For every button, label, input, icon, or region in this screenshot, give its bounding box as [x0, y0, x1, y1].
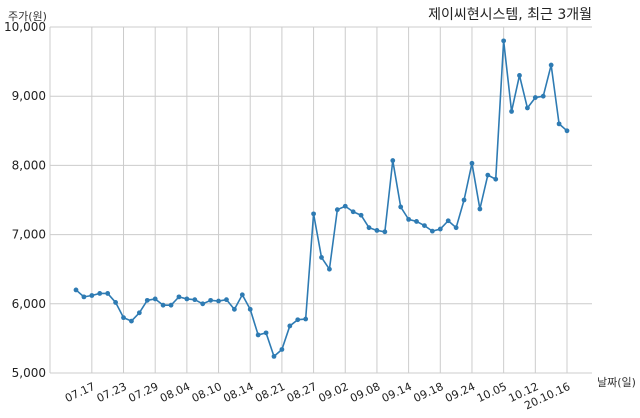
data-point — [525, 105, 530, 111]
data-point — [216, 298, 221, 304]
data-point — [429, 228, 435, 234]
data-point — [453, 225, 459, 231]
series-layer — [73, 38, 570, 359]
data-point — [113, 300, 118, 305]
data-point — [160, 302, 166, 308]
data-point — [73, 287, 79, 293]
x-tick-label: 09.14 — [380, 380, 414, 405]
data-point — [184, 296, 190, 302]
x-tick-label: 08.10 — [190, 380, 224, 405]
data-point — [176, 294, 182, 300]
data-point — [192, 297, 198, 303]
data-point — [81, 294, 87, 300]
x-tick-label: 09.18 — [412, 380, 446, 405]
data-point — [255, 332, 261, 338]
data-point — [493, 176, 499, 182]
data-point — [105, 291, 111, 296]
data-point — [263, 330, 269, 336]
y-tick-label: 7,000 — [12, 228, 46, 242]
series-line — [75, 40, 568, 358]
data-point — [144, 297, 150, 303]
data-point — [556, 121, 562, 127]
x-tick-label: 10.05 — [475, 380, 509, 405]
x-tick-label: 08.04 — [158, 380, 192, 405]
y-tick-label: 8,000 — [12, 158, 46, 172]
data-point — [517, 73, 522, 78]
data-point — [469, 160, 475, 166]
data-point — [398, 204, 404, 210]
x-tick-label: 08.21 — [253, 380, 287, 405]
data-point — [97, 291, 103, 296]
data-point — [406, 216, 412, 222]
data-point — [271, 353, 277, 359]
data-point — [89, 293, 95, 298]
data-point — [168, 302, 174, 308]
x-tick-label: 08.14 — [221, 380, 255, 405]
data-point — [358, 212, 364, 218]
data-point — [564, 128, 570, 134]
data-point — [342, 203, 348, 209]
data-point — [121, 315, 126, 321]
y-tick-label: 5,000 — [12, 366, 46, 380]
data-point — [327, 266, 332, 272]
y-axis-unit-label: 주가(원) — [8, 10, 47, 23]
data-point — [390, 158, 396, 163]
data-point — [532, 95, 538, 100]
axis-layer: 5,0006,0007,0008,0009,00010,00007.1707.2… — [4, 20, 572, 412]
data-point — [350, 209, 356, 215]
data-point — [231, 306, 237, 312]
data-point — [461, 197, 467, 203]
data-point — [295, 317, 301, 323]
x-tick-label: 07.17 — [63, 380, 97, 405]
x-tick-label: 08.27 — [285, 380, 319, 405]
x-tick-label: 07.23 — [95, 380, 129, 405]
data-point — [200, 301, 206, 307]
x-tick-label: 09.08 — [348, 380, 382, 405]
data-point — [382, 229, 388, 235]
data-point — [136, 310, 142, 316]
data-point — [208, 297, 214, 303]
grid-layer — [49, 26, 592, 374]
data-point — [374, 228, 380, 233]
x-axis-unit-label: 날짜(일) — [597, 375, 636, 389]
x-tick-label: 09.02 — [316, 380, 350, 405]
data-point — [334, 207, 340, 213]
data-point — [303, 316, 309, 322]
data-point — [224, 297, 229, 303]
data-point — [445, 218, 451, 224]
data-point — [287, 323, 293, 329]
data-point — [152, 296, 158, 302]
data-point — [311, 211, 316, 217]
chart-title: 제이씨현시스템, 최근 3개월 — [428, 7, 592, 23]
data-point — [485, 172, 491, 178]
data-point — [477, 206, 483, 212]
data-point — [279, 347, 285, 352]
data-point — [129, 318, 134, 324]
data-point — [319, 255, 324, 260]
data-point — [366, 225, 372, 231]
data-point — [509, 109, 514, 114]
x-tick-label: 09.24 — [443, 380, 477, 405]
data-point — [540, 93, 546, 99]
data-point — [548, 62, 554, 68]
x-tick-label: 07.29 — [126, 380, 160, 405]
data-point — [422, 223, 427, 229]
data-point — [239, 292, 245, 298]
data-point — [247, 306, 253, 312]
y-tick-label: 6,000 — [12, 297, 46, 311]
data-point — [414, 219, 419, 224]
data-point — [437, 226, 443, 232]
y-tick-label: 10,000 — [4, 20, 46, 34]
y-tick-label: 9,000 — [12, 89, 46, 103]
data-point — [501, 38, 507, 44]
